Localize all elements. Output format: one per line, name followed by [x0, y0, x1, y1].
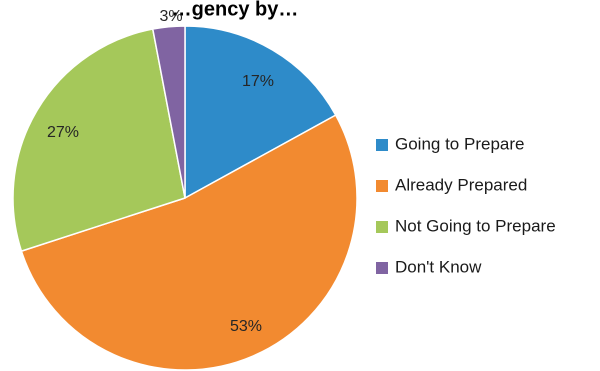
- legend-swatch: [376, 262, 388, 274]
- legend-item-already-prepared: Already Prepared: [376, 175, 527, 194]
- chart-title-group: …gency by…: [172, 0, 299, 21]
- pie-slice-labels: 17% 53% 27% 3%: [47, 8, 274, 335]
- pie-slices: [12, 25, 358, 371]
- pie-slice-not-going-to-prepare: [12, 28, 186, 253]
- legend-swatch: [376, 221, 388, 233]
- slice-label-not-going-to-prepare: 27%: [47, 124, 79, 141]
- pie-slice-going-to-prepare: [184, 25, 337, 200]
- legend-swatch: [376, 139, 388, 151]
- legend-swatch: [376, 180, 388, 192]
- legend-label: Going to Prepare: [395, 134, 524, 153]
- legend: Going to Prepare Already Prepared Not Goin…: [376, 134, 556, 276]
- slice-label-going-to-prepare: 17%: [242, 73, 274, 90]
- legend-label: Already Prepared: [395, 175, 527, 194]
- pie-slice-don-t-know: [151, 25, 186, 199]
- chart-title: …gency by…: [172, 0, 299, 21]
- slice-label-already-prepared: 53%: [230, 318, 262, 335]
- legend-label: Don't Know: [395, 257, 482, 276]
- legend-item-don-t-know: Don't Know: [376, 257, 482, 276]
- legend-item-going-to-prepare: Going to Prepare: [376, 134, 524, 153]
- slice-label-don-t-know: 3%: [159, 8, 182, 25]
- legend-label: Not Going to Prepare: [395, 216, 556, 235]
- pie-slice-already-prepared: [20, 114, 358, 371]
- legend-item-not-going-to-prepare: Not Going to Prepare: [376, 216, 556, 235]
